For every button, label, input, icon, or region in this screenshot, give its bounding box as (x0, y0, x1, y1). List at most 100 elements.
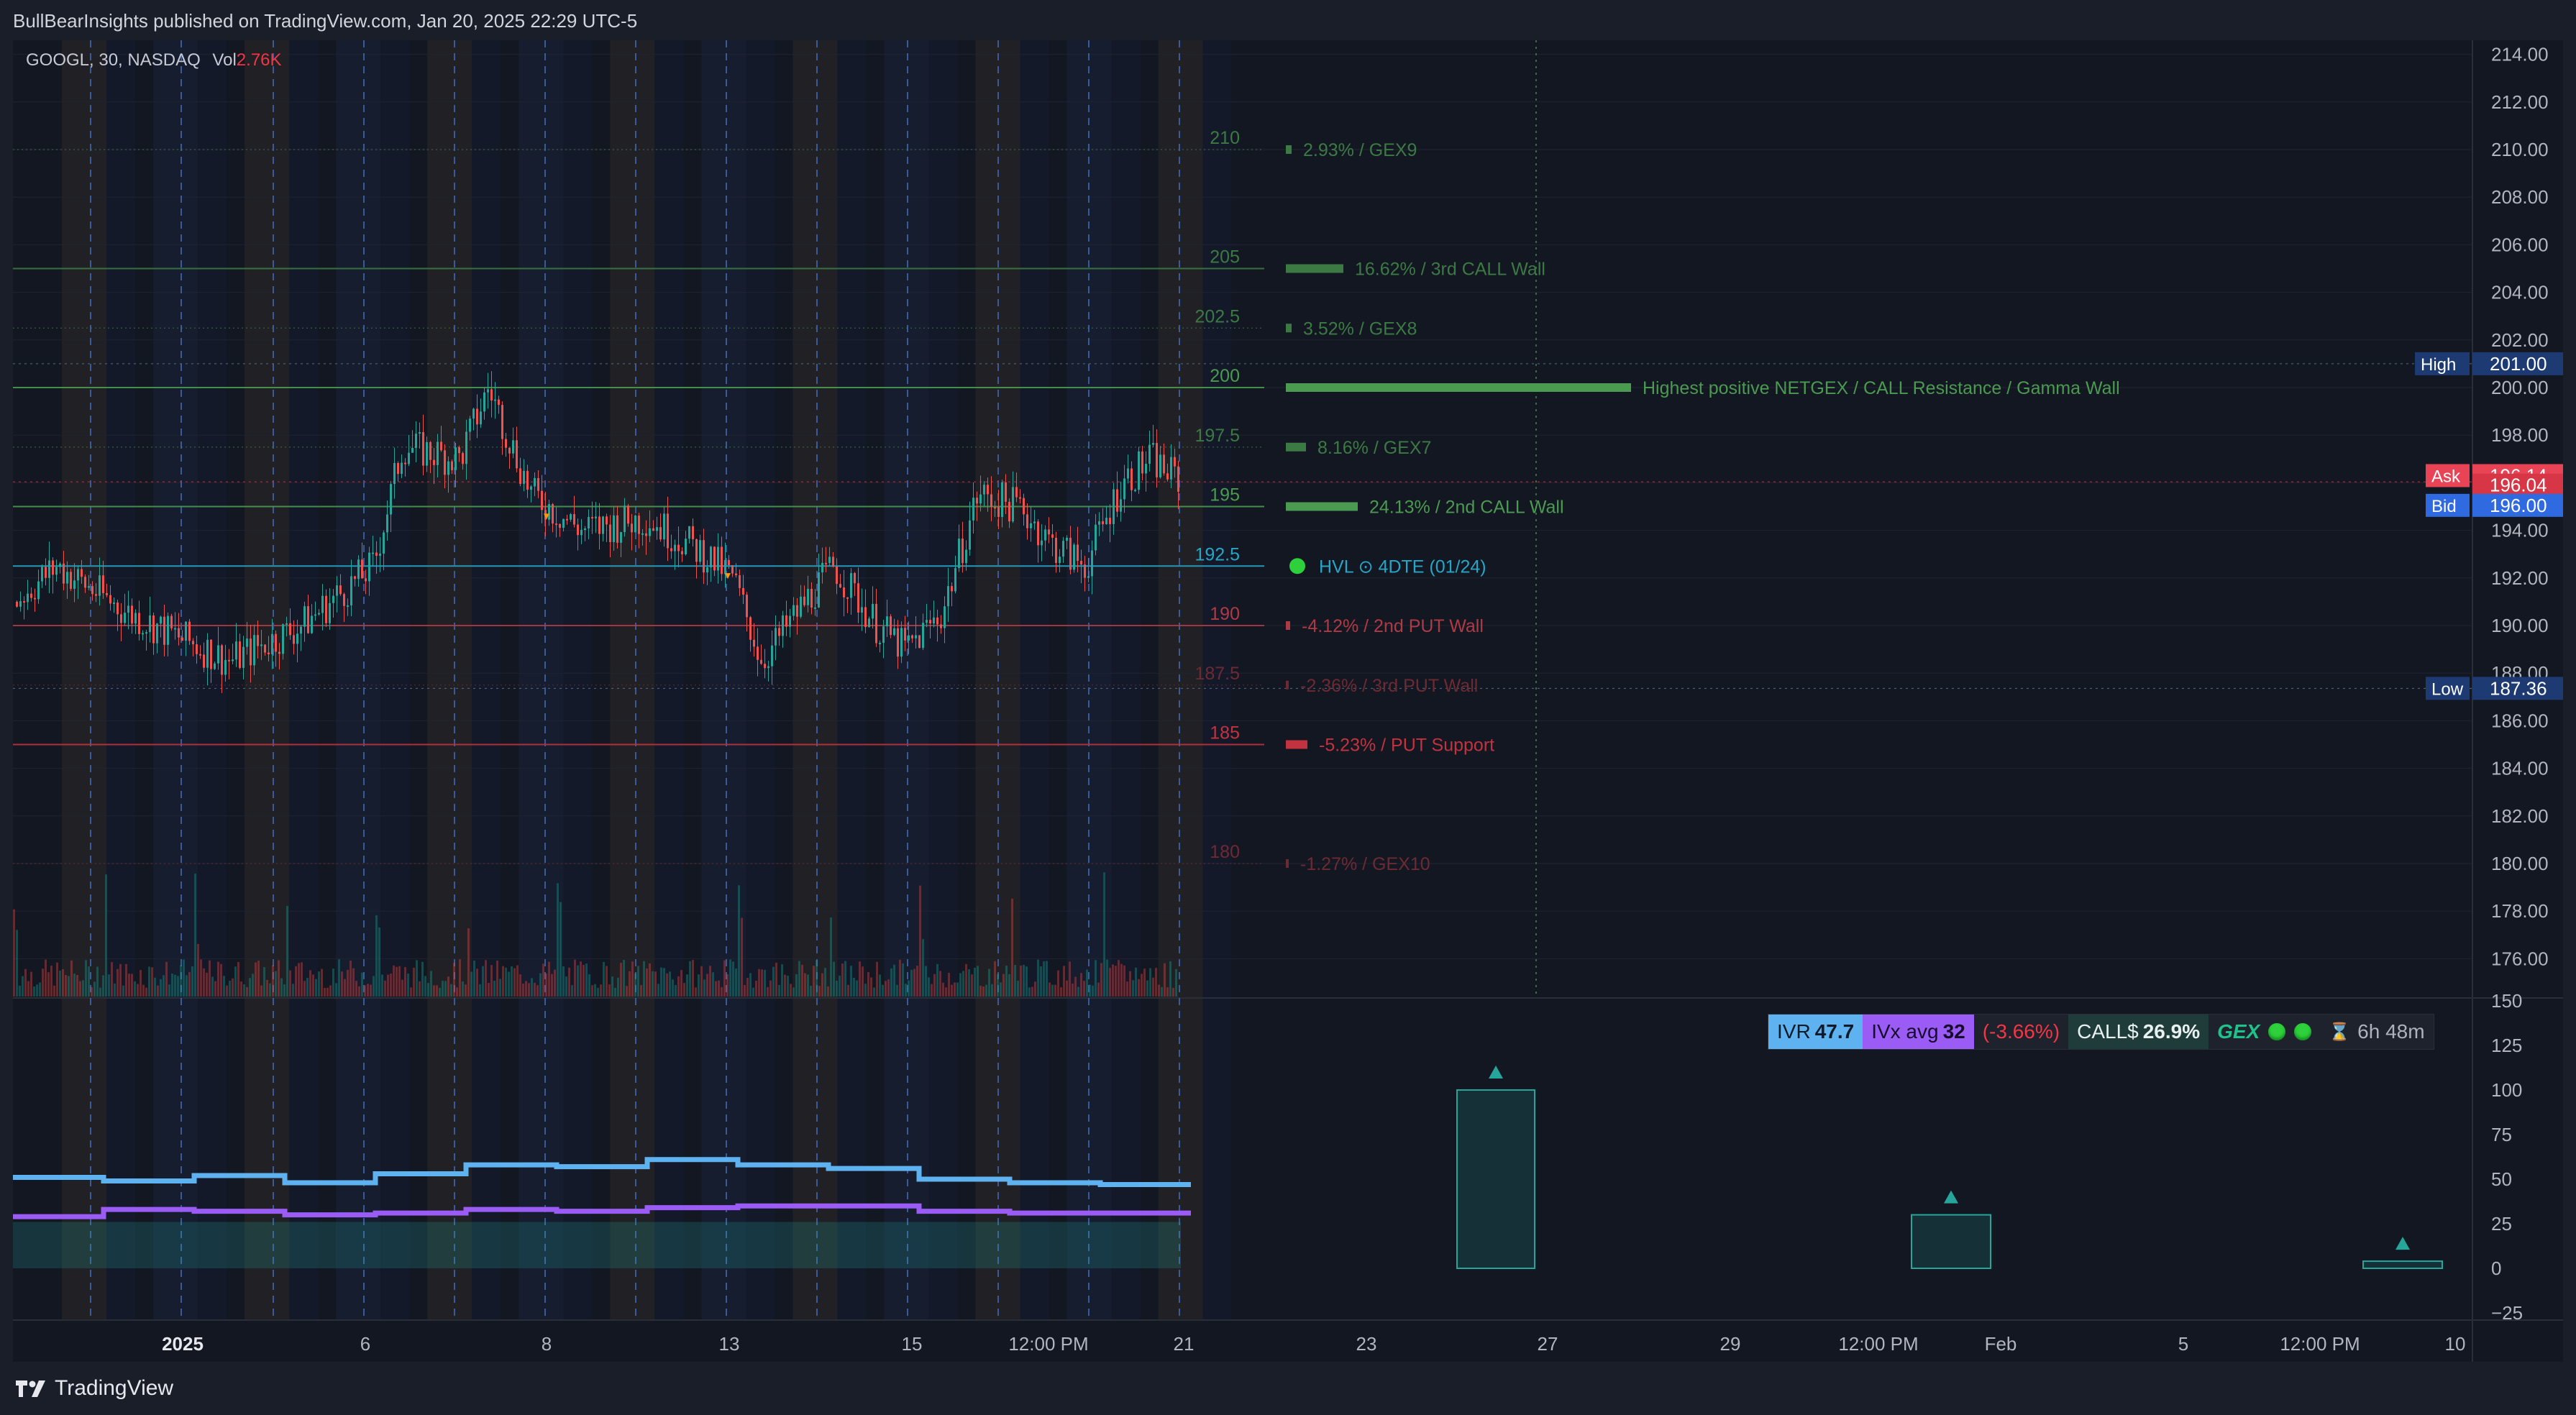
volume-bar (1040, 966, 1042, 997)
candle-body (59, 563, 61, 567)
volume-bar (666, 973, 668, 997)
volume-bar (847, 984, 849, 997)
volume-bar (798, 961, 800, 997)
gex-change-box (1911, 1214, 1991, 1269)
low-badge-value-bg (2472, 677, 2563, 700)
time-tick-label: 8 (542, 1333, 552, 1355)
volume-bar (1141, 974, 1143, 997)
candle-body (1001, 482, 1003, 517)
volume-bar (206, 972, 208, 997)
call-value: 26.9% (2142, 1020, 2201, 1043)
volume-bar (933, 974, 936, 997)
volume-bar (565, 976, 567, 997)
volume-bar (580, 961, 582, 997)
signal-marker-icon (544, 513, 549, 520)
volume-bar (617, 977, 619, 997)
up-triangle-icon (1489, 1066, 1503, 1079)
candle-body (1166, 473, 1169, 480)
volume-bar (390, 974, 392, 997)
candle-body (178, 628, 180, 638)
candle-body (174, 628, 176, 630)
tradingview-logo[interactable]: TradingView (14, 1376, 173, 1401)
candle-body (771, 645, 773, 667)
candle-body (41, 567, 43, 582)
volume-bar (1002, 974, 1005, 997)
time-tick-label: 27 (1538, 1333, 1558, 1355)
volume-bar (652, 971, 654, 997)
candle-body (1105, 518, 1107, 525)
candle-body (634, 516, 636, 533)
indicator-tick-label: 50 (2491, 1168, 2512, 1190)
volume-bar (335, 983, 337, 997)
volume-bar (597, 987, 599, 997)
volume-bar (295, 966, 297, 997)
volume-bar (39, 982, 41, 997)
bid-badge-label-bg (2426, 493, 2470, 517)
candle-body (1116, 489, 1118, 512)
volume-bar (257, 961, 260, 997)
candle-body (203, 654, 205, 668)
candle-body (275, 633, 277, 652)
volume-bar (870, 977, 872, 997)
ask-badge-label-bg (2426, 464, 2470, 487)
candle-body (814, 607, 816, 609)
volume-bar (59, 970, 61, 997)
candle-body (954, 568, 956, 592)
candle-body (242, 646, 245, 668)
volume-bar (577, 965, 579, 997)
volume-bar (1166, 987, 1169, 997)
candle-body (1084, 564, 1086, 578)
symbol-legend[interactable]: GOOGL, 30, NASDAQ Vol2.76K (26, 50, 282, 70)
volume-bar (959, 973, 962, 997)
volume-bar (275, 971, 277, 997)
volume-bar (401, 979, 403, 997)
candle-body (782, 615, 784, 636)
candle-body (1163, 454, 1165, 474)
volume-bar (174, 974, 176, 997)
candle-body (936, 617, 938, 625)
candle-body (979, 494, 982, 504)
session-band (1020, 40, 1049, 1320)
price-tick-label: 176.00 (2491, 948, 2549, 969)
volume-bar (350, 961, 352, 997)
volume-bar (910, 969, 913, 997)
volume-bar (1017, 981, 1019, 997)
candle-body (494, 399, 496, 401)
volume-bar (286, 905, 288, 997)
up-triangle-icon (2395, 1237, 2410, 1250)
candle-body (512, 440, 514, 454)
ask-badge-label: Ask (2431, 467, 2461, 486)
candle-body (764, 664, 766, 669)
candle-body (246, 638, 248, 647)
last-badge-value: 196.04 (2490, 475, 2547, 496)
candle-body (911, 635, 913, 638)
volume-bar (243, 984, 245, 997)
volume-bar (1089, 984, 1091, 997)
volume-bar (781, 964, 783, 997)
candle-body (595, 516, 597, 518)
volume-bar (246, 986, 248, 997)
session-band (1202, 40, 1232, 1320)
volume-bar (680, 970, 682, 997)
volume-bar (752, 987, 754, 997)
volume-bar (467, 928, 470, 997)
gex-status-dot-icon (2294, 1023, 2312, 1040)
volume-bar (583, 965, 585, 997)
volume-bar (134, 981, 136, 997)
volume-bar (450, 984, 452, 997)
candle-body (181, 637, 183, 641)
candle-body (548, 504, 550, 520)
volume-bar (260, 985, 262, 997)
volume-bar (864, 984, 867, 997)
indicator-tick-label: 75 (2491, 1124, 2512, 1145)
volume-bar (200, 959, 202, 997)
candle-body (580, 529, 583, 536)
indicator-tick-label: 125 (2491, 1035, 2522, 1056)
signal-marker-icon (725, 573, 731, 580)
candle-body (419, 432, 421, 434)
chart-area[interactable]: 210 2.93% / GEX9 205 16.62% / 3rd CALL Wall… (13, 40, 2563, 1362)
candle-body (537, 477, 539, 491)
volume-bar (30, 971, 32, 997)
volume-bar (33, 986, 35, 997)
